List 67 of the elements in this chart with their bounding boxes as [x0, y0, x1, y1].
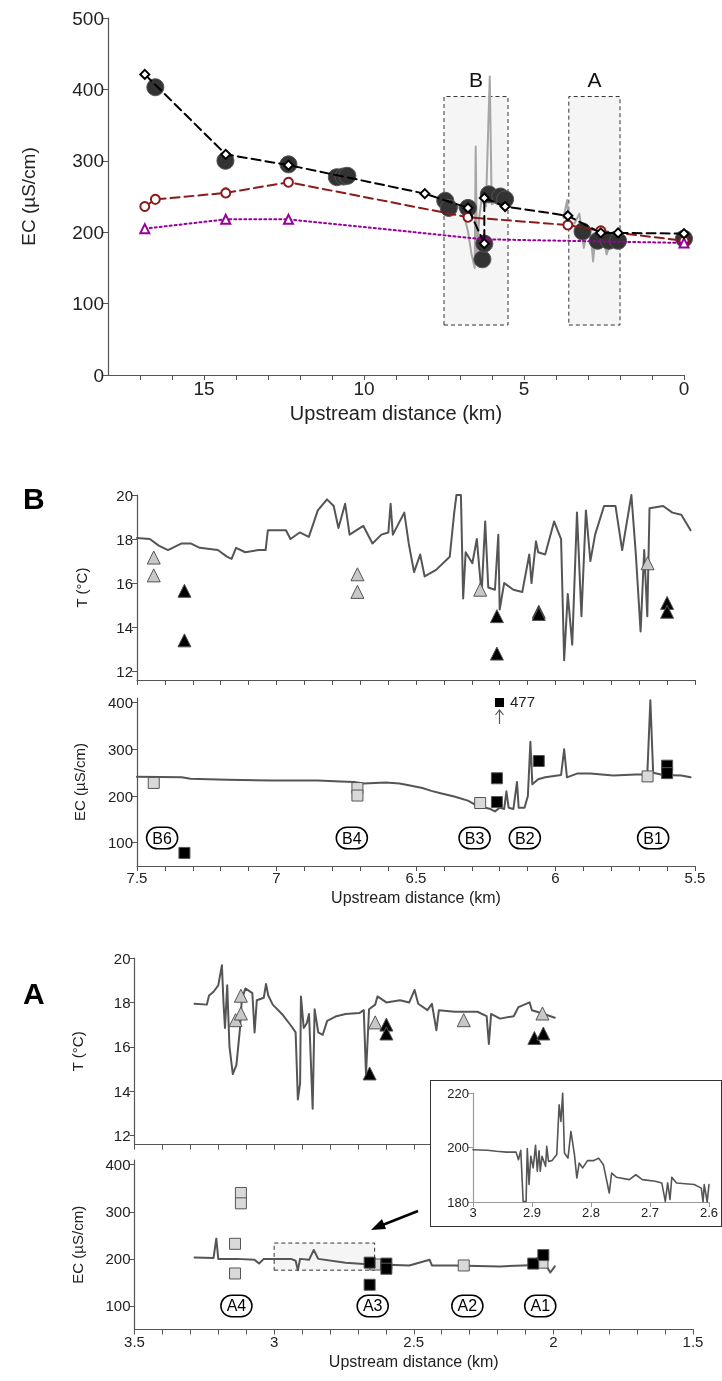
x-axis-title: Upstream distance (km) — [328, 1353, 499, 1370]
annotation: 477 — [510, 693, 536, 710]
x-tick-label: 0 — [678, 378, 690, 399]
y-tick-label: 100 — [105, 1297, 131, 1315]
y-tick-label: 220 — [447, 1085, 469, 1101]
annotation: A1 — [530, 1297, 551, 1315]
x-tick-label: 3 — [469, 1205, 477, 1220]
y-tick-label: 500 — [72, 7, 104, 29]
y-tick-label: 12 — [113, 1127, 131, 1145]
y-tick-label: 16 — [113, 1038, 131, 1056]
x-tick-label: 2 — [549, 1332, 558, 1350]
y-tick-label: 18 — [113, 993, 131, 1011]
band-label: B — [468, 68, 484, 92]
x-tick-label: 2.9 — [522, 1205, 542, 1220]
x-tick-label: 10 — [353, 378, 375, 399]
y-tick-label: 300 — [105, 1203, 131, 1221]
text: A — [23, 976, 45, 1010]
y-tick-label: 400 — [72, 78, 104, 100]
y-axis-title: T (°C) — [73, 567, 90, 608]
annotation: B2 — [515, 829, 535, 847]
y-tick-label: 12 — [116, 662, 133, 680]
y-tick-label: 400 — [105, 1156, 131, 1174]
x-tick-label: 3 — [269, 1332, 279, 1350]
x-tick-label: 3.5 — [124, 1332, 145, 1350]
y-tick-label: 20 — [113, 949, 131, 967]
y-tick-label: 100 — [72, 293, 104, 315]
annotation: B6 — [152, 829, 172, 847]
y-tick-label: 300 — [72, 150, 104, 172]
x-axis-title: Upstream distance (km) — [289, 402, 503, 424]
annotation: B1 — [643, 829, 664, 847]
y-tick-label: 100 — [107, 834, 133, 852]
annotation: B4 — [342, 829, 362, 847]
y-tick-label: 200 — [105, 1250, 131, 1268]
chart-title: B — [23, 481, 45, 515]
x-tick-label: 6 — [551, 869, 560, 886]
annotation: A2 — [457, 1297, 478, 1315]
x-tick-label: 7.5 — [126, 869, 148, 886]
x-axis-title: Upstream distance (km) — [331, 889, 501, 907]
y-axis-title: EC (µS/cm) — [68, 1205, 86, 1284]
x-tick-label: 1.5 — [682, 1332, 704, 1350]
y-axis-title: EC (µS/cm) — [71, 743, 88, 821]
y-tick-label: 400 — [107, 694, 133, 712]
x-tick-label: 15 — [193, 378, 215, 399]
x-tick-label: 6.5 — [405, 869, 427, 886]
y-tick-label: 180 — [447, 1194, 469, 1210]
band-label: A — [587, 68, 602, 92]
y-tick-label: 300 — [107, 740, 133, 758]
x-tick-label: 2.8 — [581, 1205, 601, 1220]
y-tick-label: 16 — [116, 574, 133, 592]
x-tick-label: 7 — [272, 869, 281, 886]
y-axis-title: T (°C) — [68, 1031, 86, 1072]
y-tick-label: 20 — [116, 486, 133, 504]
y-tick-label: 14 — [113, 1082, 131, 1100]
x-tick-label: 2.5 — [403, 1332, 425, 1350]
x-tick-label: 2.6 — [699, 1205, 718, 1220]
annotation: A3 — [362, 1297, 383, 1315]
x-tick-label: 2.7 — [640, 1205, 660, 1220]
x-tick-label: 5.5 — [684, 869, 706, 886]
y-tick-label: 200 — [447, 1140, 469, 1155]
x-tick-label: 5 — [518, 378, 530, 399]
y-axis-title: EC (µS/cm) — [18, 147, 39, 246]
y-tick-label: 200 — [107, 787, 133, 805]
annotation: B3 — [464, 829, 485, 847]
annotation: A4 — [226, 1297, 247, 1315]
y-tick-label: 200 — [72, 221, 104, 243]
y-tick-label: 18 — [116, 530, 133, 548]
y-tick-label: 14 — [116, 618, 133, 636]
